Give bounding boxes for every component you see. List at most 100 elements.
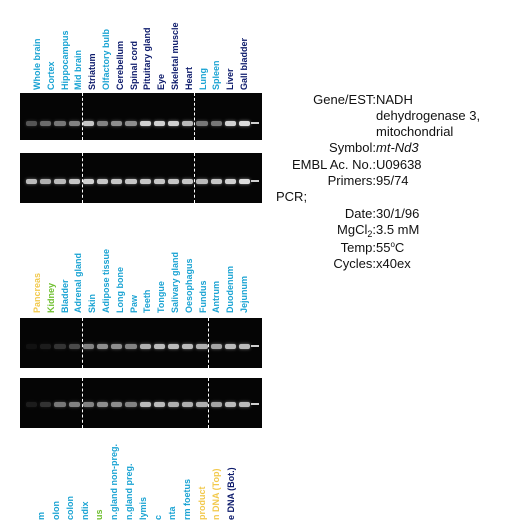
- gel-band: [196, 179, 207, 184]
- lane-label: c: [153, 515, 163, 520]
- gel-band: [111, 344, 122, 349]
- gel-band: [97, 121, 108, 126]
- gel-band: [125, 121, 136, 126]
- lane-label: Fundus: [198, 281, 208, 314]
- gel-band: [239, 179, 250, 184]
- lane-label: Gall bladder: [239, 38, 249, 90]
- gel-band: [168, 402, 179, 407]
- gel-band: [26, 402, 37, 407]
- gel-band: [40, 121, 51, 126]
- gel-band: [225, 402, 236, 407]
- gel-image-group-1-top: [20, 93, 262, 140]
- cycles-value: x40ex: [376, 256, 411, 271]
- gel-band: [83, 179, 94, 184]
- gel-band: [54, 402, 65, 407]
- gel-band: [125, 179, 136, 184]
- gene-label: Gene/EST:: [290, 92, 376, 107]
- gel-band: [225, 121, 236, 126]
- gel-band: [182, 179, 193, 184]
- gel-band: [154, 344, 165, 349]
- ladder-band: [251, 180, 259, 182]
- gel-band: [211, 344, 222, 349]
- gel-band: [196, 121, 207, 126]
- gel-band: [97, 179, 108, 184]
- gel-band: [239, 344, 250, 349]
- lane-label: product: [197, 487, 207, 520]
- lane-divider: [208, 378, 209, 428]
- gel-band: [154, 179, 165, 184]
- gel-band: [125, 344, 136, 349]
- lane-label: Jejunum: [239, 276, 249, 313]
- gel-band: [239, 402, 250, 407]
- gel-band: [154, 121, 165, 126]
- lane-label: lymis: [138, 497, 148, 520]
- lane-divider: [208, 318, 209, 368]
- gel-band: [40, 344, 51, 349]
- lane-label: Pancreas: [32, 273, 42, 313]
- lane-divider: [82, 318, 83, 368]
- gel-band: [211, 121, 222, 126]
- lane-label: Striatum: [87, 53, 97, 90]
- lane-label: us: [94, 509, 104, 520]
- gel-band: [69, 344, 80, 349]
- gene-value-line-3: mitochondrial: [376, 124, 453, 139]
- gel-band: [26, 344, 37, 349]
- lane-label: Skin: [87, 294, 97, 313]
- gel-band: [182, 121, 193, 126]
- lane-divider: [82, 153, 83, 203]
- lane-label: Adrenal gland: [73, 253, 83, 313]
- lane-label: Duodenum: [225, 266, 235, 313]
- gel-band: [54, 121, 65, 126]
- lane-label: Olfactory bulb: [101, 29, 111, 90]
- lane-label: Spinal cord: [129, 41, 139, 90]
- lane-label: Hippocampus: [60, 30, 70, 90]
- symbol-label: Symbol:: [290, 140, 376, 155]
- cycles-label: Cycles:: [290, 256, 376, 271]
- gel-band: [182, 402, 193, 407]
- lane-label: nta: [167, 507, 177, 520]
- gel-band: [225, 179, 236, 184]
- lane-label: olon: [51, 501, 61, 520]
- lane-label: Teeth: [142, 290, 152, 313]
- temp-label: Temp:: [290, 240, 376, 255]
- lane-label: Pituitary gland: [142, 27, 152, 90]
- lane-label: ndix: [80, 501, 90, 520]
- gel-band: [69, 402, 80, 407]
- gel-image-group-1-bottom: [20, 153, 262, 203]
- gene-value-line-1: NADH: [376, 92, 413, 107]
- lane-label: Eye: [156, 74, 166, 90]
- ladder-band: [251, 345, 259, 347]
- gel-band: [154, 402, 165, 407]
- lane-divider: [194, 153, 195, 203]
- pcr-label: PCR;: [276, 189, 307, 204]
- lane-label: Lung: [198, 68, 208, 90]
- gene-value-line-2: dehydrogenase 3,: [376, 108, 480, 123]
- lane-divider: [194, 93, 195, 140]
- ladder-band: [251, 122, 259, 124]
- gel-band: [140, 402, 151, 407]
- gel-band: [196, 402, 207, 407]
- lane-label: Antrum: [211, 281, 221, 313]
- gel-band: [168, 121, 179, 126]
- gel-image-group-2-bottom: [20, 378, 262, 428]
- primers-value: 95/74: [376, 173, 409, 188]
- gel-band: [97, 402, 108, 407]
- gel-band: [182, 344, 193, 349]
- lane-label: Skeletal muscle: [170, 22, 180, 90]
- lane-label: e DNA (Bot.): [226, 467, 236, 520]
- gel-band: [140, 179, 151, 184]
- gel-band: [211, 179, 222, 184]
- lane-label: Salivary gland: [170, 252, 180, 313]
- gel-band: [140, 121, 151, 126]
- lane-label: Oesophagus: [184, 258, 194, 313]
- gel-band: [26, 121, 37, 126]
- lane-label: m: [36, 512, 46, 520]
- lane-label: Cerebellum: [115, 41, 125, 90]
- gel-band: [97, 344, 108, 349]
- lane-label: Adipose tissue: [101, 249, 111, 313]
- gel-band: [54, 344, 65, 349]
- embl-label: EMBL Ac. No.:: [270, 157, 376, 172]
- mgcl-value: 3.5 mM: [376, 222, 419, 237]
- gel-band: [69, 121, 80, 126]
- gel-band: [83, 344, 94, 349]
